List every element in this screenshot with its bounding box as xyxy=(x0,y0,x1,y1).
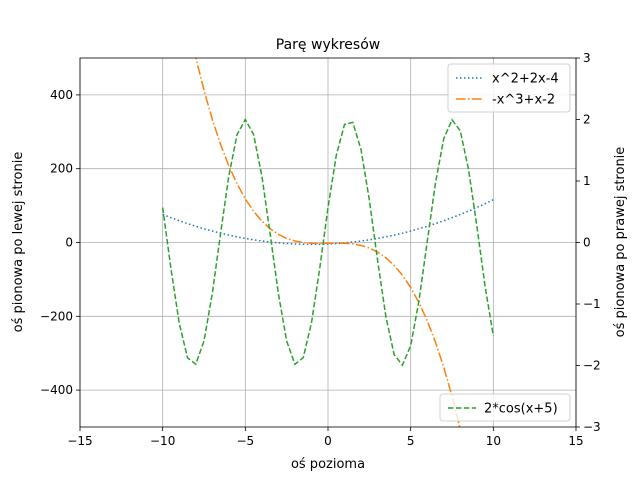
x-tick-label: 5 xyxy=(407,434,415,448)
y2-tick-label: 1 xyxy=(583,174,591,188)
y2-tick-label: 2 xyxy=(583,113,591,127)
x-axis-label: oś pozioma xyxy=(291,457,365,472)
legend-label: -x^3+x-2 xyxy=(492,93,555,108)
legend-label: 2*cos(x+5) xyxy=(484,402,558,417)
y2-tick-label: −2 xyxy=(583,359,601,373)
x-tick-label: 15 xyxy=(568,434,583,448)
y-tick-label: −400 xyxy=(40,383,73,397)
y-tick-label: 0 xyxy=(65,236,73,250)
y2-axis-label: oś pionowa po prawej stronie xyxy=(613,147,628,338)
line-series xyxy=(195,58,461,427)
x-tick-label: −10 xyxy=(150,434,175,448)
y-tick-label: 200 xyxy=(50,162,73,176)
y-tick-label: −200 xyxy=(40,309,73,323)
x-tick-label: 0 xyxy=(324,434,332,448)
y2-tick-label: 3 xyxy=(583,51,591,65)
axes-frame xyxy=(79,57,577,428)
x-tick-label: 10 xyxy=(486,434,501,448)
x-tick-label: −5 xyxy=(236,434,254,448)
y-axis-label: oś pionowa po lewej stronie xyxy=(11,152,26,333)
y2-tick-label: −3 xyxy=(583,420,601,434)
x-tick-label: −15 xyxy=(67,434,92,448)
plot-area xyxy=(161,58,495,427)
y2-tick-label: −1 xyxy=(583,297,601,311)
legend-box xyxy=(447,63,571,113)
y-tick-label: 400 xyxy=(50,88,73,102)
line-series xyxy=(161,117,495,367)
chart-title: Parę wykresów xyxy=(276,37,380,53)
y2-tick-label: 0 xyxy=(583,236,591,250)
legend-box xyxy=(439,393,571,422)
legend-label: x^2+2x-4 xyxy=(492,72,559,87)
